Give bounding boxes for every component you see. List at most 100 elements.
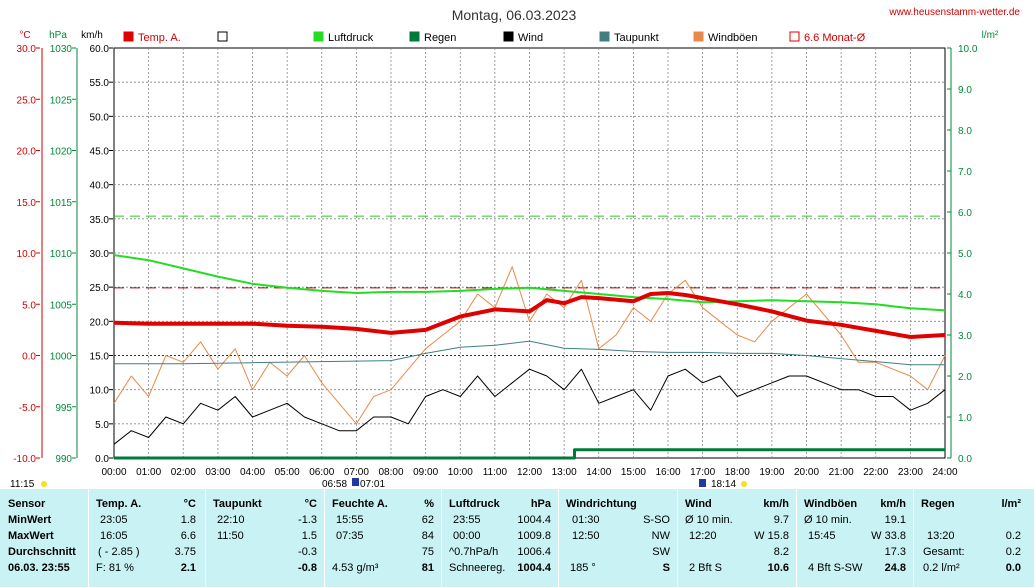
- pressure-tick-label: 990: [55, 454, 72, 465]
- x-tick-label: 10:00: [448, 467, 473, 478]
- dew-column: Taupunkt °C 22:10 -1.3 11:50 1.5 -0.3 -0…: [207, 489, 323, 587]
- legend-swatch: [503, 31, 514, 42]
- humidity-min-time: 15:55: [336, 514, 364, 526]
- wind-tick-label: 20.0: [90, 317, 110, 328]
- legend-label: Wind: [518, 32, 543, 44]
- series-taupunkt: [114, 340, 945, 366]
- direction-min: S-SO: [643, 514, 670, 526]
- column-divider: [324, 489, 325, 587]
- series-regen: [114, 448, 945, 460]
- pressure-tick-label: 1025: [50, 95, 73, 106]
- direction-column: Windrichtung 01:30 S-SO 12:50 NW SW 185 …: [560, 489, 676, 587]
- x-tick-label: 08:00: [378, 467, 403, 478]
- wind-tick-label: 30.0: [90, 249, 110, 260]
- sunrise-icon: [41, 481, 47, 487]
- rain-tick-label: 9.0: [958, 85, 972, 96]
- site-url[interactable]: www.heusenstamm-wetter.de: [888, 7, 1020, 18]
- temp-current: 2.1: [180, 562, 196, 574]
- pressure-tick-label: 1030: [50, 44, 73, 55]
- sensor-label: Sensor: [8, 498, 46, 510]
- pressure-avg: 1006.4: [517, 546, 551, 558]
- rain-tick-label: 0.0: [958, 454, 972, 465]
- x-tick-label: 03:00: [205, 467, 230, 478]
- humidity-current-note: 4.53 g/m³: [332, 562, 379, 574]
- temp-avg-note: ( - 2.85 ): [98, 546, 140, 558]
- legend-swatch: [693, 31, 704, 42]
- direction-title: Windrichtung: [566, 498, 637, 510]
- pressure-tick-label: 1010: [50, 249, 73, 260]
- pressure-current-note: Schneereg.: [449, 562, 506, 574]
- dew-unit: °C: [304, 498, 317, 510]
- wind-unit-label: km/h: [81, 30, 103, 41]
- dew-min: -1.3: [298, 514, 317, 526]
- wind-tick-label: 25.0: [90, 283, 110, 294]
- x-tick-label: 00:00: [101, 467, 126, 478]
- humidity-current: 81: [421, 562, 434, 574]
- humidity-unit: %: [424, 498, 434, 510]
- pressure-tick-label: 995: [55, 403, 72, 414]
- pressure-max: 1009.8: [517, 530, 551, 542]
- temp-tick-label: 20.0: [17, 147, 37, 158]
- wind-tick-label: 10.0: [90, 386, 110, 397]
- gust-max: W 33.8: [871, 530, 906, 542]
- x-tick-label: 16:00: [655, 467, 680, 478]
- pressure-min-time: 23:55: [453, 514, 481, 526]
- temp-avg: 3.75: [174, 546, 196, 558]
- column-divider: [796, 489, 797, 587]
- sunset-time: 18:14: [711, 479, 736, 489]
- rain-tick-label: 6.0: [958, 208, 972, 219]
- pressure-current: 1004.4: [517, 562, 551, 574]
- wind-unit: km/h: [763, 498, 789, 510]
- x-tick-label: 01:00: [136, 467, 161, 478]
- wind-tick-label: 40.0: [90, 181, 110, 192]
- stats-panel: Sensor MinWert MaxWert Durchschnitt 06.0…: [0, 489, 1034, 587]
- direction-current: S: [662, 562, 670, 574]
- legend-label: Temp. A.: [138, 32, 181, 44]
- min-label: MinWert: [8, 514, 52, 526]
- temp-title: Temp. A.: [96, 498, 142, 510]
- temp-max: 6.6: [180, 530, 196, 542]
- gust-title: Windböen: [804, 498, 858, 510]
- gust-min: 19.1: [884, 514, 906, 526]
- rain-tick-label: 7.0: [958, 167, 972, 178]
- direction-min-time: 01:30: [572, 514, 600, 526]
- legend-swatch: [789, 31, 800, 42]
- temp-tick-label: 30.0: [17, 44, 37, 55]
- wind-tick-label: 15.0: [90, 352, 110, 363]
- series-temp-a: [113, 291, 946, 339]
- gust-min-time: Ø 10 min.: [804, 514, 852, 526]
- dew-max-time: 11:50: [217, 530, 244, 542]
- legend-swatch: [409, 31, 420, 42]
- temp-min: 1.8: [180, 514, 196, 526]
- wind-min-time: Ø 10 min.: [685, 514, 733, 526]
- humidity-min: 62: [421, 514, 434, 526]
- gust-avg: 17.3: [884, 546, 906, 558]
- wind-avg: 8.2: [773, 546, 789, 558]
- x-tick-label: 15:00: [621, 467, 646, 478]
- x-tick-label: 19:00: [759, 467, 784, 478]
- rain-tick-label: 5.0: [958, 249, 972, 260]
- wind-max-time: 12:20: [689, 530, 717, 542]
- x-tick-label: 21:00: [829, 467, 854, 478]
- gust-current: 24.8: [884, 562, 906, 574]
- humidity-title: Feuchte A.: [332, 498, 388, 510]
- legend-label: Windböen: [708, 32, 758, 44]
- rain-max-time: Gesamt:: [923, 546, 965, 558]
- pressure-unit-label: hPa: [49, 30, 67, 41]
- sunset-icon: [741, 481, 747, 487]
- legend-swatch: [599, 31, 610, 42]
- x-tick-label: 05:00: [275, 467, 300, 478]
- gust-unit: km/h: [880, 498, 906, 510]
- column-divider: [441, 489, 442, 587]
- temp-column: Temp. A. °C 23:05 1.8 16:05 6.6 ( - 2.85…: [90, 489, 204, 587]
- wind-tick-label: 0.0: [95, 454, 109, 465]
- pressure-avg-note: ^0.7hPa/h: [449, 546, 499, 558]
- pressure-title: Luftdruck: [449, 498, 500, 510]
- gust-current-note: 4 Bft S-SW: [808, 562, 863, 574]
- wind-max: W 15.8: [754, 530, 789, 542]
- temp-min-time: 23:05: [100, 514, 128, 526]
- rain-current: 0.0: [1005, 562, 1021, 574]
- pressure-min: 1004.4: [517, 514, 551, 526]
- direction-current-note: 185 °: [570, 562, 596, 574]
- x-tick-label: 18:00: [725, 467, 750, 478]
